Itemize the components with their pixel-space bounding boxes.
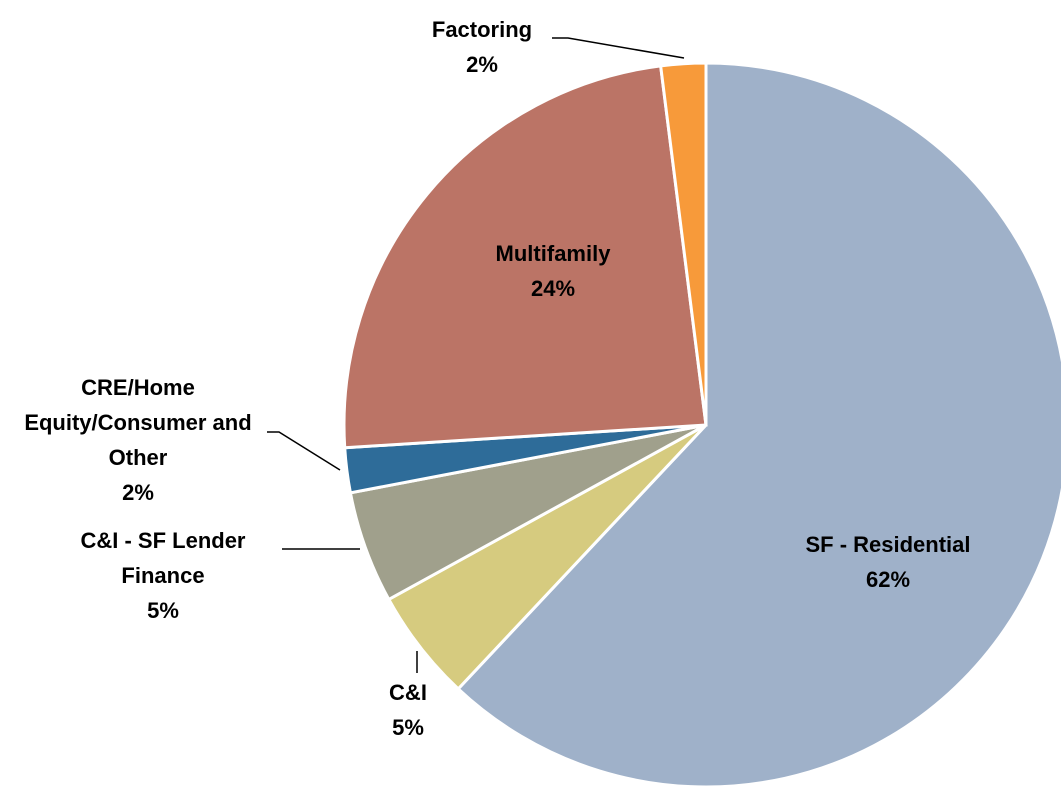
leader-line — [267, 431, 341, 471]
slice-value: 62% — [865, 567, 911, 592]
slice-name: Multifamily — [495, 241, 611, 266]
slice-value: 5% — [147, 598, 179, 623]
slice-label: Factoring 2% — [382, 12, 582, 82]
slice-value: 2% — [466, 52, 498, 77]
slice-name: Factoring — [431, 17, 533, 42]
slice-name: SF - Residential — [805, 532, 971, 557]
leader-line — [552, 37, 685, 59]
slice-name: C&I — [389, 680, 427, 705]
slice-name: CRE/Home Equity/Consumer and Other — [24, 375, 252, 470]
slice-value: 24% — [530, 276, 576, 301]
pie-slice — [456, 61, 1061, 788]
slice-value: 5% — [392, 715, 424, 740]
slice-label: C&I - SF Lender Finance 5% — [38, 523, 288, 628]
pie-slice — [658, 61, 708, 426]
slice-label: SF - Residential 62% — [738, 527, 1038, 597]
slice-label: Multifamily 24% — [453, 236, 653, 306]
slice-label: C&I 5% — [358, 675, 458, 745]
slice-name: C&I - SF Lender Finance — [80, 528, 246, 588]
slice-value: 2% — [122, 480, 154, 505]
pie-slice — [342, 64, 708, 450]
slice-label: CRE/Home Equity/Consumer and Other 2% — [8, 370, 268, 510]
